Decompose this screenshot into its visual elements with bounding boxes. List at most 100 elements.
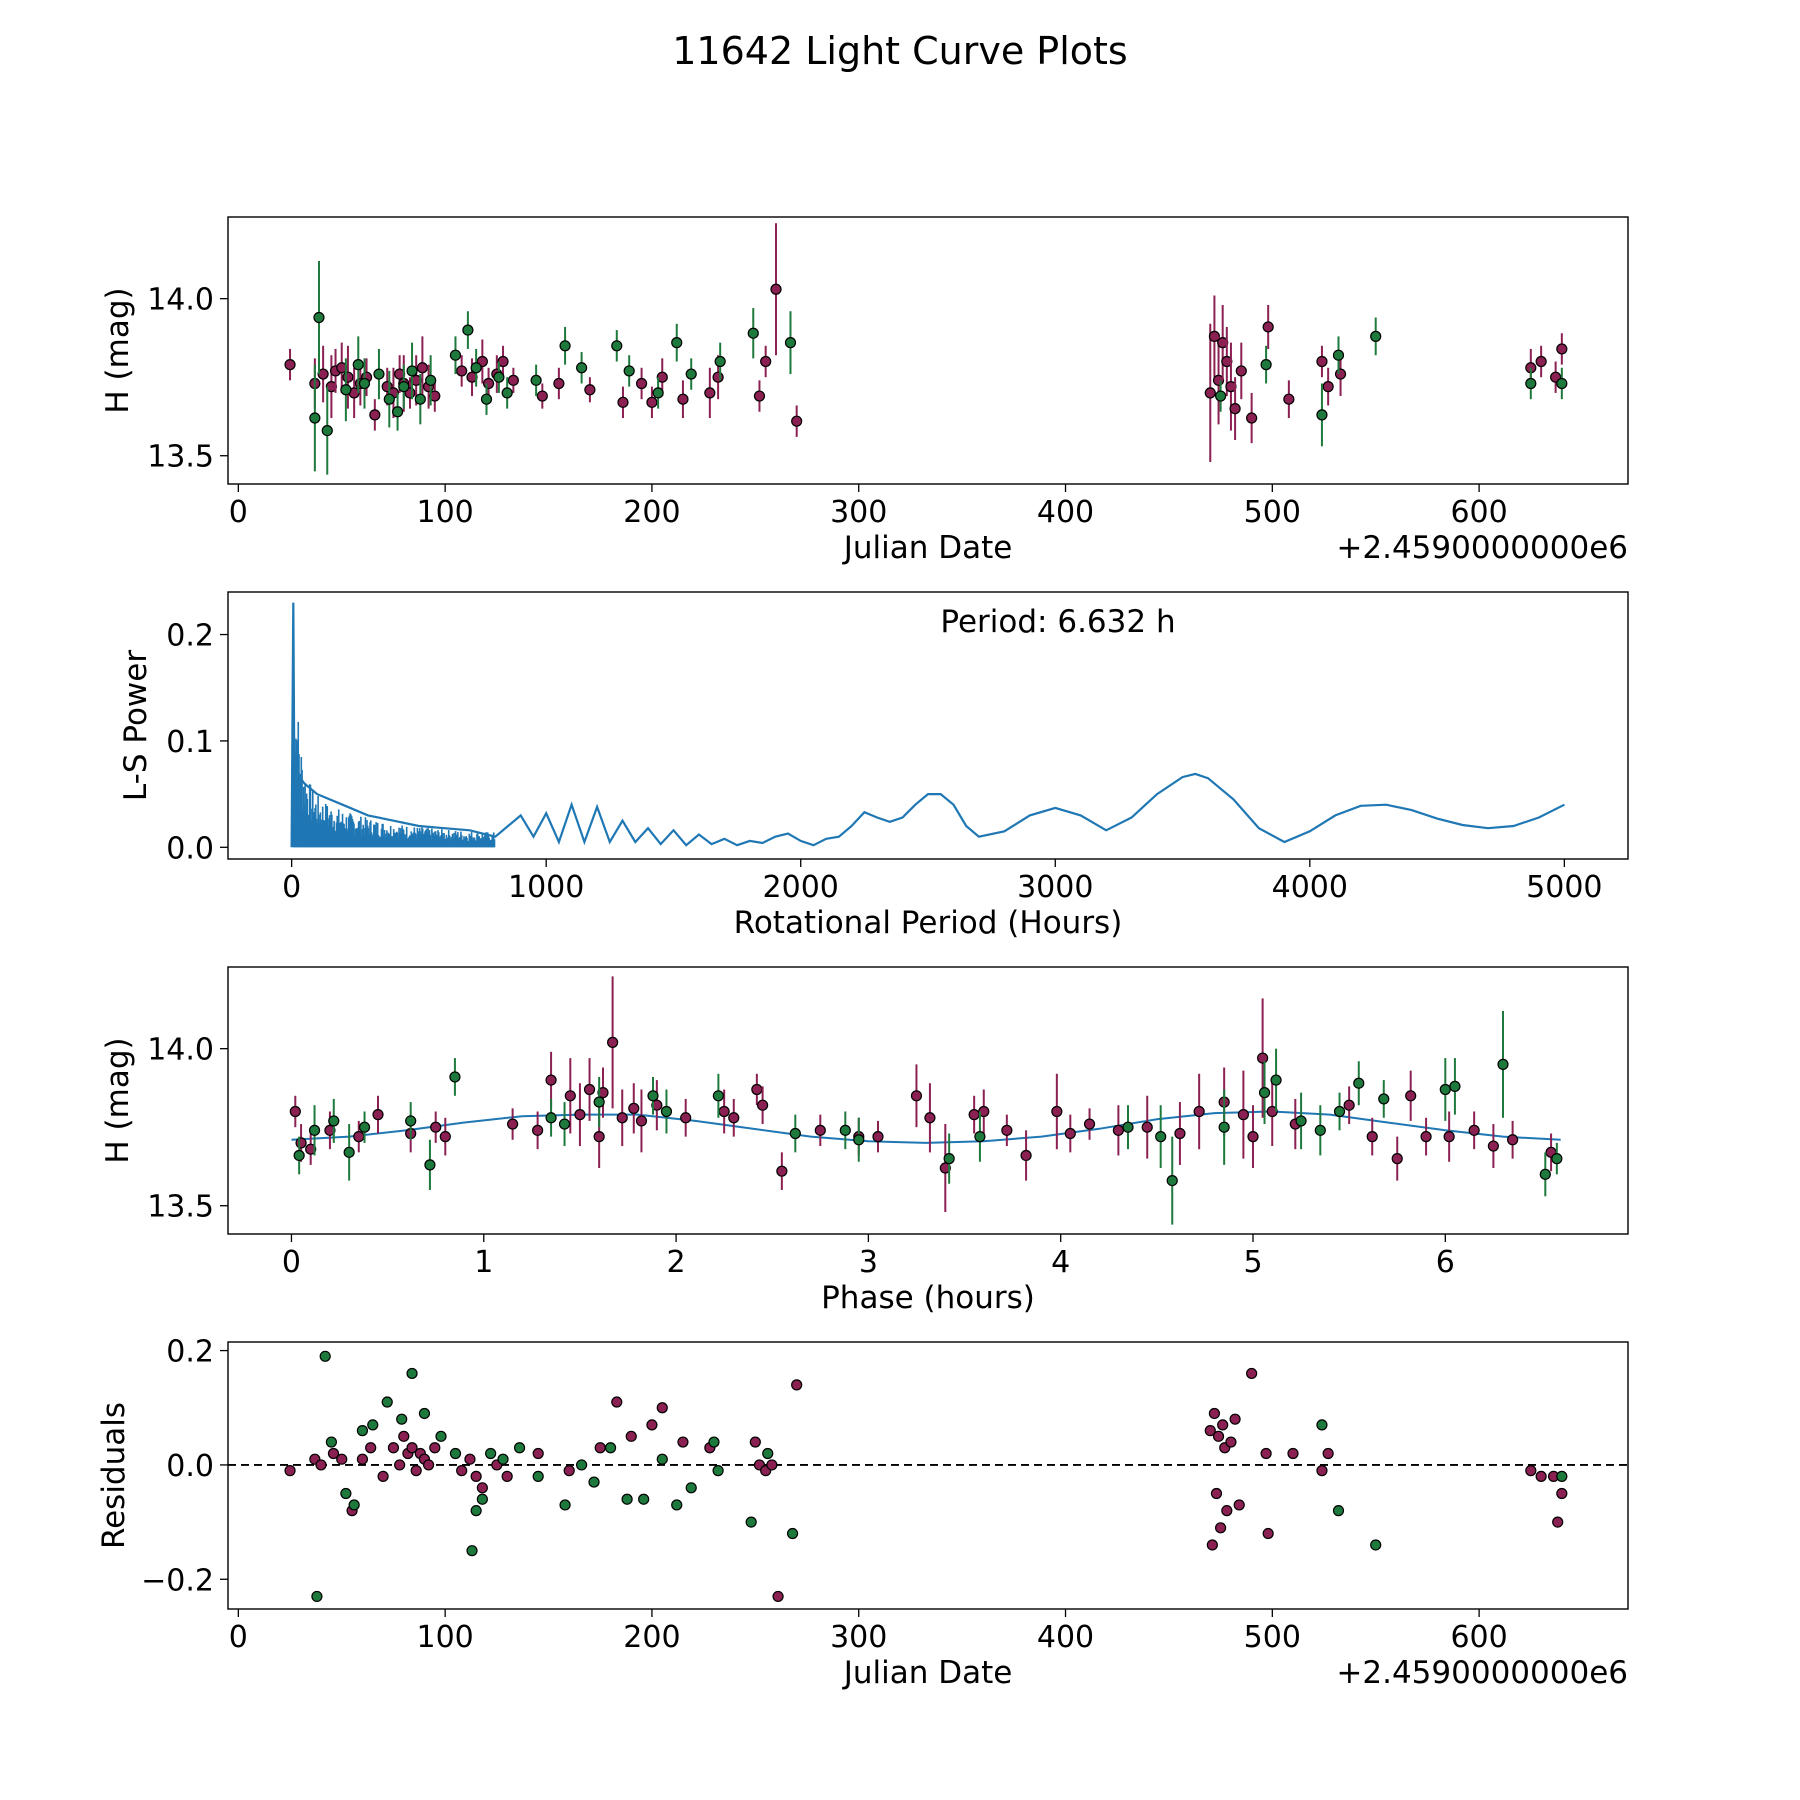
data-point (588, 1476, 600, 1488)
data-point (476, 1493, 488, 1505)
data-point (470, 1470, 482, 1482)
data-point (745, 1516, 757, 1528)
data-point (336, 1453, 348, 1465)
data-point (1525, 377, 1537, 390)
data-point (545, 1112, 557, 1124)
data-point (762, 1447, 774, 1460)
data-point (718, 1105, 730, 1118)
data-point (651, 1099, 663, 1111)
data-point (1353, 1077, 1365, 1089)
data-point (635, 1115, 648, 1127)
data-point (1333, 1105, 1346, 1118)
data-point (628, 1102, 640, 1114)
data-point (647, 1090, 659, 1102)
data-point (1212, 1430, 1225, 1442)
magenta-series (284, 223, 1568, 463)
data-point (1378, 1093, 1390, 1105)
x-tick-label: 4000 (1272, 870, 1348, 905)
x-tick-label: 400 (1037, 495, 1094, 530)
data-point (1246, 1367, 1258, 1380)
data-point (493, 371, 505, 383)
y-tick-label: 0.2 (166, 619, 214, 654)
data-point (559, 340, 571, 352)
y-tick-label: 13.5 (147, 440, 214, 475)
data-point (410, 1465, 422, 1477)
data-point (324, 1124, 336, 1136)
data-point (1246, 412, 1258, 424)
data-point (623, 365, 635, 377)
data-point (373, 368, 385, 380)
x-tick-label: 100 (417, 495, 474, 530)
data-point (1270, 1074, 1282, 1086)
x-tick-label: 5000 (1526, 870, 1602, 905)
light-curve-panel: 0 100 200 300 400 500 600 13.5 14.0 Julian Date H … (100, 216, 1629, 566)
data-point (646, 1419, 658, 1431)
data-point (1525, 1465, 1537, 1477)
data-point (559, 1499, 571, 1511)
data-point (1266, 1105, 1278, 1118)
data-point (356, 1425, 369, 1437)
x-tick-label: 600 (1450, 1620, 1507, 1655)
data-point (1556, 377, 1568, 390)
data-point (576, 1459, 588, 1471)
data-point (406, 1442, 418, 1454)
data-point (284, 1465, 296, 1477)
data-point (396, 1413, 408, 1425)
data-point (429, 1442, 441, 1454)
data-point (418, 1407, 431, 1420)
phased-light-curve-panel: 0 1 2 3 4 5 6 13.5 14.0 Phase (hours) H (mag) (100, 966, 1629, 1316)
x-tick-label: 300 (830, 495, 887, 530)
y-tick-label: 0.0 (166, 831, 214, 866)
data-point (685, 1482, 697, 1494)
data-point (353, 1131, 365, 1143)
residuals-panel: 0 100 200 300 400 500 600 −0.2 0.0 0.2 Julian Date… (96, 1335, 1629, 1691)
data-point (685, 368, 697, 380)
data-point (358, 1121, 371, 1133)
figure-title: 11642 Light Curve Plots (672, 29, 1127, 73)
x-offset-label: +2.4590000000e6 (1336, 530, 1628, 566)
data-point (789, 1127, 801, 1140)
data-point (313, 311, 325, 324)
data-point (708, 1436, 720, 1448)
green-series (309, 260, 1568, 475)
data-point (383, 393, 395, 405)
data-point (1233, 1499, 1245, 1511)
data-point (424, 1159, 436, 1171)
axes-frame (227, 216, 1629, 485)
data-point (1225, 1436, 1237, 1448)
data-point (1215, 1522, 1227, 1534)
data-point (352, 359, 364, 371)
data-point (394, 1459, 406, 1471)
x-tick-label: 1 (474, 1245, 493, 1280)
data-point (939, 1162, 951, 1174)
data-point (422, 1459, 435, 1471)
data-point (1316, 1465, 1328, 1477)
light-curve-plot-area (284, 223, 1568, 475)
data-point (1262, 1527, 1274, 1540)
data-point (1141, 1121, 1153, 1133)
data-point (430, 1121, 442, 1133)
data-point (358, 377, 371, 390)
data-point (456, 365, 468, 377)
x-tick-label: 0 (229, 1620, 248, 1655)
data-point (1551, 1153, 1563, 1165)
data-point (1556, 343, 1568, 355)
data-point (584, 384, 596, 396)
data-point (943, 1153, 955, 1165)
data-point (532, 1447, 544, 1460)
x-tick-label: 0 (229, 495, 248, 530)
x-tick-label: 200 (623, 495, 680, 530)
data-point (476, 1482, 488, 1494)
data-point (814, 1124, 826, 1136)
data-point (574, 1109, 586, 1121)
data-point (325, 1436, 337, 1448)
data-point (1257, 1052, 1269, 1064)
x-tick-label: 6 (1436, 1245, 1455, 1280)
data-point (593, 1096, 605, 1108)
data-point (425, 374, 437, 386)
data-point (1221, 1505, 1233, 1517)
green-series (311, 1350, 1568, 1603)
data-point (704, 387, 716, 399)
data-point (791, 415, 803, 427)
